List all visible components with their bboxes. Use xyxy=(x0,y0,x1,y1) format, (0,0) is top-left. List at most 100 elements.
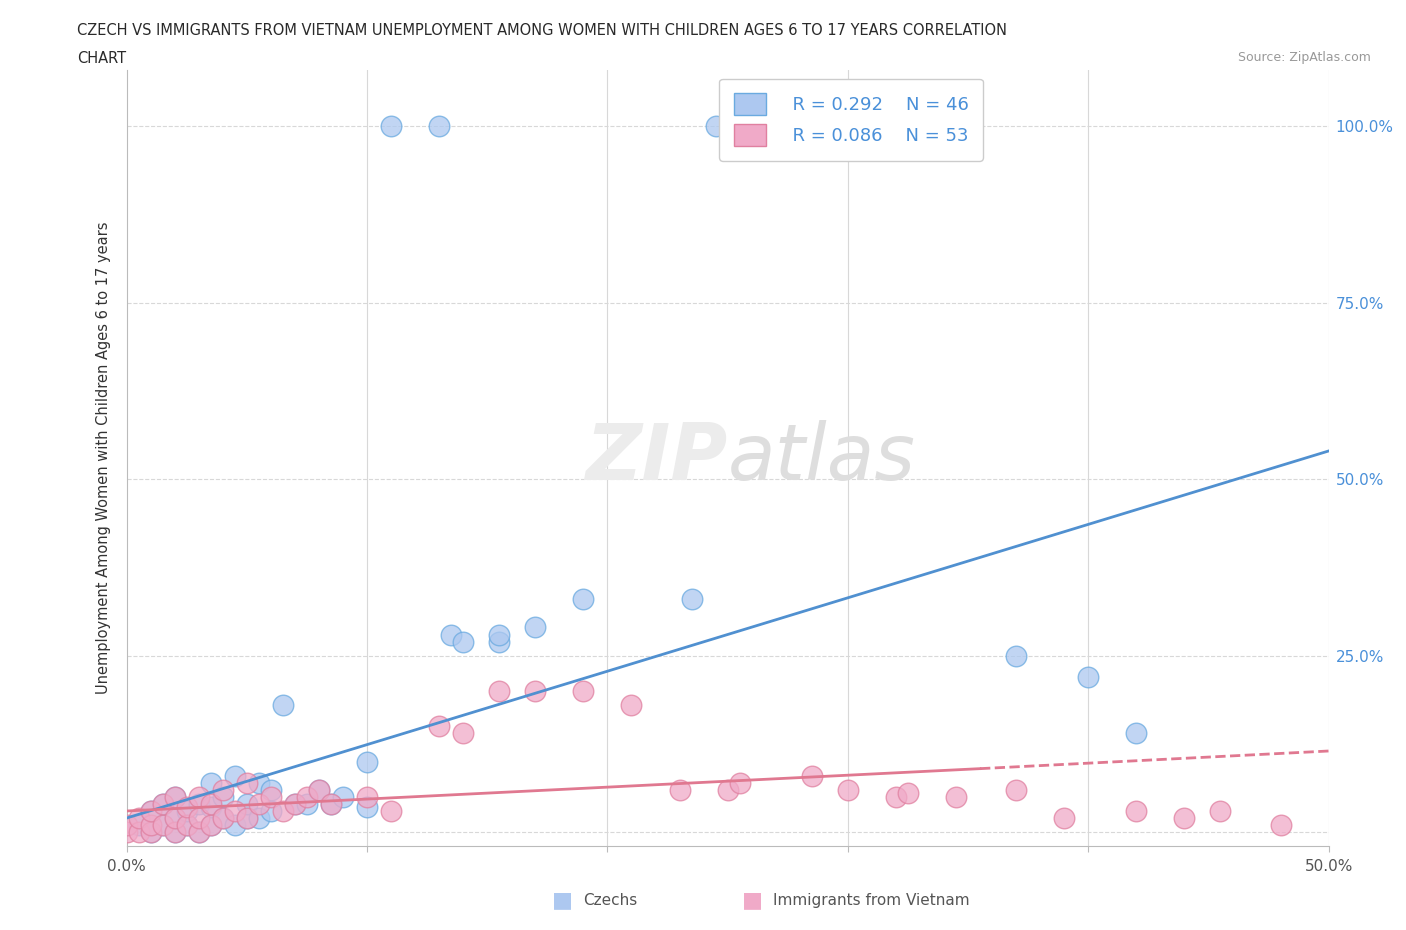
Point xyxy=(620,698,643,712)
Y-axis label: Unemployment Among Women with Children Ages 6 to 17 years: Unemployment Among Women with Children A… xyxy=(96,221,111,695)
Point xyxy=(115,825,138,840)
Point xyxy=(945,790,967,804)
Point xyxy=(187,790,209,804)
Point xyxy=(235,796,259,811)
Text: atlas: atlas xyxy=(728,420,915,496)
Text: Czechs: Czechs xyxy=(583,893,638,908)
Point xyxy=(235,776,259,790)
Point xyxy=(224,768,246,783)
Point xyxy=(295,790,318,804)
Point xyxy=(704,119,727,134)
Point xyxy=(128,817,150,832)
Point xyxy=(1053,811,1076,826)
Point xyxy=(163,811,186,826)
Point xyxy=(247,811,270,826)
Point xyxy=(319,796,342,811)
Point xyxy=(200,776,222,790)
Point xyxy=(488,684,510,698)
Point xyxy=(1125,804,1147,818)
Point xyxy=(260,790,283,804)
Point xyxy=(356,800,378,815)
Point xyxy=(176,804,198,818)
Point xyxy=(1209,804,1232,818)
Point xyxy=(235,811,259,826)
Legend:   R = 0.292    N = 46,   R = 0.086    N = 53: R = 0.292 N = 46, R = 0.086 N = 53 xyxy=(720,79,983,161)
Point xyxy=(128,811,150,826)
Text: CHART: CHART xyxy=(77,51,127,66)
Point xyxy=(524,620,547,635)
Point xyxy=(451,726,474,741)
Text: ■: ■ xyxy=(742,890,762,910)
Point xyxy=(800,768,823,783)
Point xyxy=(152,796,174,811)
Point xyxy=(1077,670,1099,684)
Point xyxy=(284,796,307,811)
Point xyxy=(1173,811,1195,826)
Point xyxy=(488,634,510,649)
Point xyxy=(668,782,690,797)
Point xyxy=(139,817,162,832)
Point xyxy=(488,627,510,642)
Point xyxy=(163,825,186,840)
Point xyxy=(200,800,222,815)
Point xyxy=(200,796,222,811)
Point xyxy=(1005,648,1028,663)
Point xyxy=(224,817,246,832)
Point xyxy=(451,634,474,649)
Point xyxy=(139,825,162,840)
Point xyxy=(211,811,233,826)
Point xyxy=(163,811,186,826)
Point xyxy=(524,684,547,698)
Point xyxy=(572,591,595,606)
Point xyxy=(187,811,209,826)
Point xyxy=(163,790,186,804)
Point xyxy=(356,754,378,769)
Point xyxy=(1005,782,1028,797)
Point xyxy=(247,796,270,811)
Point xyxy=(200,817,222,832)
Point xyxy=(271,698,294,712)
Point xyxy=(716,782,740,797)
Point xyxy=(1125,726,1147,741)
Point xyxy=(356,790,378,804)
Point xyxy=(152,817,174,832)
Text: Source: ZipAtlas.com: Source: ZipAtlas.com xyxy=(1237,51,1371,64)
Point xyxy=(152,796,174,811)
Point xyxy=(681,591,703,606)
Point xyxy=(139,825,162,840)
Point xyxy=(128,825,150,840)
Point xyxy=(295,796,318,811)
Point xyxy=(176,817,198,832)
Point xyxy=(163,790,186,804)
Point xyxy=(308,782,330,797)
Point xyxy=(572,684,595,698)
Point xyxy=(837,782,859,797)
Point xyxy=(247,776,270,790)
Point xyxy=(440,627,463,642)
Point xyxy=(152,817,174,832)
Point xyxy=(211,782,233,797)
Point xyxy=(897,786,920,801)
Text: ■: ■ xyxy=(553,890,572,910)
Point xyxy=(308,782,330,797)
Text: Immigrants from Vietnam: Immigrants from Vietnam xyxy=(773,893,970,908)
Point xyxy=(235,811,259,826)
Point xyxy=(211,811,233,826)
Point xyxy=(271,804,294,818)
Point xyxy=(224,804,246,818)
Point xyxy=(427,119,450,134)
Point xyxy=(319,796,342,811)
Text: CZECH VS IMMIGRANTS FROM VIETNAM UNEMPLOYMENT AMONG WOMEN WITH CHILDREN AGES 6 T: CZECH VS IMMIGRANTS FROM VIETNAM UNEMPLO… xyxy=(77,23,1007,38)
Point xyxy=(176,817,198,832)
Point xyxy=(139,804,162,818)
Point xyxy=(332,790,354,804)
Point xyxy=(200,817,222,832)
Point xyxy=(139,804,162,818)
Point xyxy=(884,790,907,804)
Point xyxy=(260,782,283,797)
Point xyxy=(187,796,209,811)
Point xyxy=(187,825,209,840)
Point xyxy=(115,817,138,832)
Text: ZIP: ZIP xyxy=(585,420,728,496)
Point xyxy=(260,804,283,818)
